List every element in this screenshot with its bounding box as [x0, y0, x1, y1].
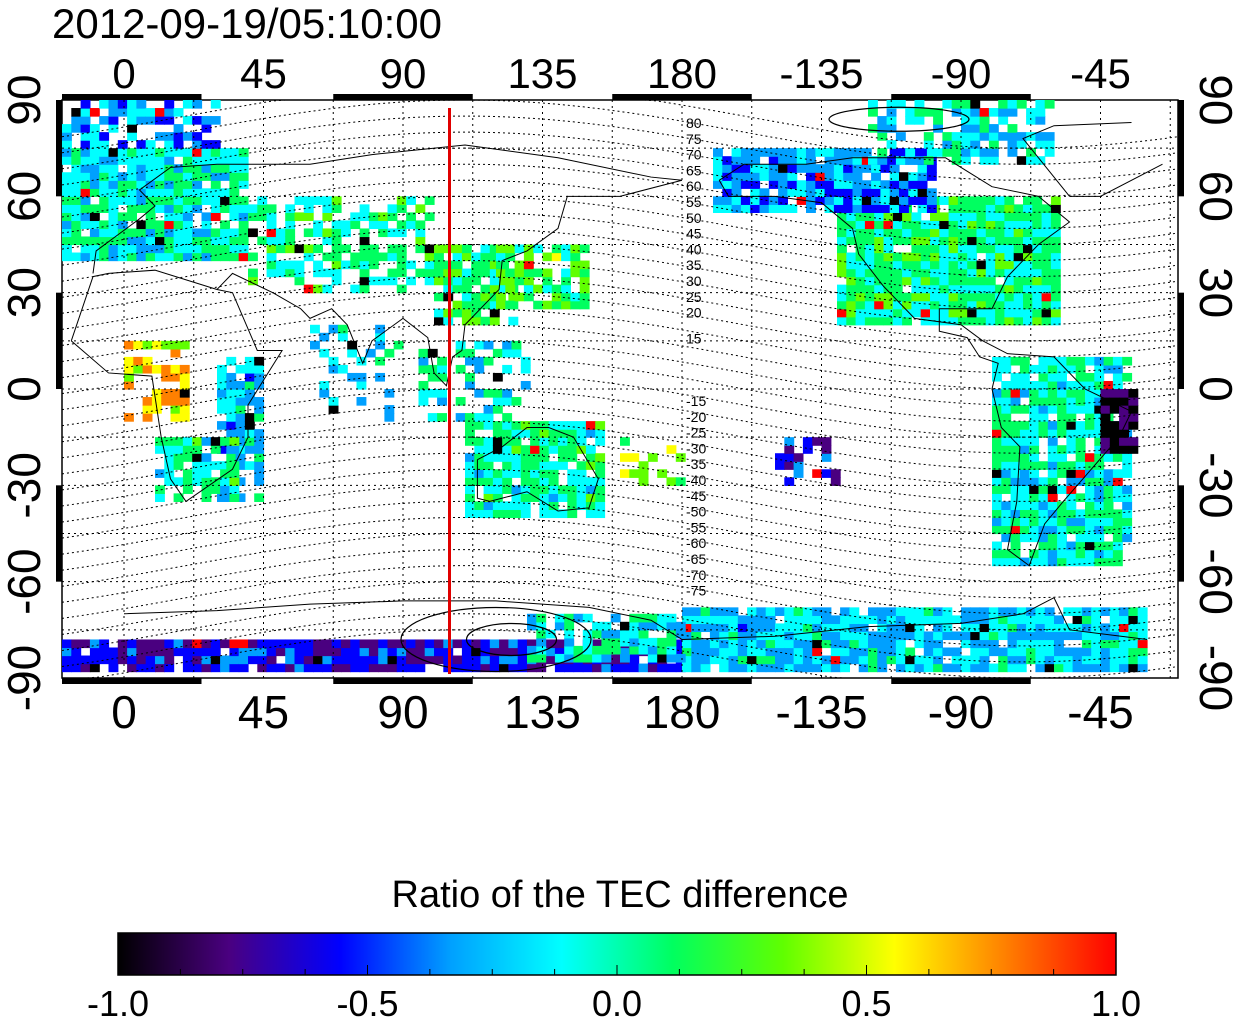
longitude-tick-bottom: 90 — [377, 686, 428, 738]
longitude-tick-top: -90 — [931, 50, 992, 97]
colorbar-gradient — [117, 932, 1117, 976]
longitude-tick-bottom: 180 — [644, 686, 721, 738]
latitude-tick-left: -30 — [0, 452, 50, 518]
latitude-tick-right: 90 — [1190, 74, 1240, 125]
longitude-ticks-top: 0 45 90 135 180 -135 -90 -45 — [112, 50, 1131, 97]
longitude-tick-bottom: -135 — [775, 686, 867, 738]
latitude-tick-right: -90 — [1190, 645, 1240, 711]
latitude-tick-left: 90 — [0, 74, 50, 125]
contour-label: -50 — [686, 504, 706, 520]
longitude-ticks-bottom: 0 45 90 135 180 -135 -90 -45 — [111, 686, 1134, 738]
colorbar-tick-label: -1.0 — [86, 983, 150, 1024]
colorbar-title: Ratio of the TEC difference — [391, 874, 849, 916]
colorbar-tick-label: 0.0 — [591, 983, 643, 1024]
latitude-tick-left: 0 — [0, 376, 50, 402]
longitude-tick-top: 0 — [112, 50, 135, 97]
south-pole-contour-outer — [400, 606, 592, 673]
latitude-tick-right: 0 — [1190, 376, 1240, 402]
contour-label: 75 — [686, 131, 702, 147]
tec-map: 8075706560555045403530252015-15-20-25-30… — [0, 50, 1240, 738]
colorbar-tick-label: -0.5 — [336, 983, 399, 1024]
contour-label: 60 — [686, 178, 702, 194]
latitude-tick-left: 30 — [0, 267, 50, 318]
contour-label: -20 — [686, 409, 706, 425]
latitude-tick-right: 60 — [1190, 171, 1240, 222]
contour-label: -60 — [686, 535, 706, 551]
longitude-tick-top: 90 — [380, 50, 427, 97]
contour-label: 45 — [686, 226, 702, 242]
graticule — [62, 100, 1178, 678]
longitude-tick-top: 135 — [507, 50, 577, 97]
contour-label: -30 — [686, 440, 706, 456]
frame-tick-bars — [56, 94, 1184, 684]
contour-label: -65 — [686, 551, 706, 567]
colorbar-tick-label: 1.0 — [1090, 983, 1142, 1024]
contour-label: 70 — [686, 147, 702, 163]
contour-label: 65 — [686, 162, 702, 178]
latitude-ticks-left: 90 60 30 0 -30 -60 -90 — [0, 74, 50, 711]
longitude-tick-bottom: 0 — [111, 686, 137, 738]
contour-label: -45 — [686, 488, 706, 504]
latitude-ticks-right: 90 60 30 0 -30 -60 -90 — [1190, 74, 1240, 711]
contour-label: -25 — [686, 425, 706, 441]
longitude-tick-bottom: 135 — [504, 686, 581, 738]
contour-label: 15 — [686, 330, 702, 346]
longitude-tick-top: 180 — [647, 50, 717, 97]
contour-label: 25 — [686, 289, 702, 305]
longitude-tick-bottom: 45 — [238, 686, 289, 738]
colorbar-tick-label: 0.5 — [841, 983, 892, 1024]
latitude-tick-right: -30 — [1190, 452, 1240, 518]
latitude-tick-right: 30 — [1190, 267, 1240, 318]
contour-label: -35 — [686, 456, 706, 472]
contour-label: -15 — [686, 393, 706, 409]
contour-label: -40 — [686, 472, 706, 488]
latitude-tick-left: 60 — [0, 171, 50, 222]
contour-label: -75 — [686, 583, 706, 599]
contour-label: -55 — [686, 519, 706, 535]
contour-label: 55 — [686, 194, 702, 210]
contour-label: 35 — [686, 257, 702, 273]
contour-label: 80 — [686, 115, 702, 131]
contour-label: 30 — [686, 273, 702, 289]
south-pole-contour — [465, 622, 558, 657]
longitude-tick-bottom: -90 — [928, 686, 994, 738]
latitude-tick-left: -60 — [0, 548, 50, 614]
latitude-tick-right: -60 — [1190, 548, 1240, 614]
contour-label: 40 — [686, 241, 702, 257]
map-title: 2012-09-19/05:10:00 — [52, 0, 442, 47]
contour-label: 20 — [686, 305, 702, 321]
longitude-tick-bottom: -45 — [1067, 686, 1133, 738]
north-pole-contour — [828, 106, 970, 132]
contour-label: 50 — [686, 210, 702, 226]
longitude-tick-top: 45 — [240, 50, 287, 97]
longitude-tick-top: -135 — [779, 50, 863, 97]
longitude-tick-top: -45 — [1070, 50, 1131, 97]
contour-label: -70 — [686, 567, 706, 583]
latitude-tick-left: -90 — [0, 645, 50, 711]
